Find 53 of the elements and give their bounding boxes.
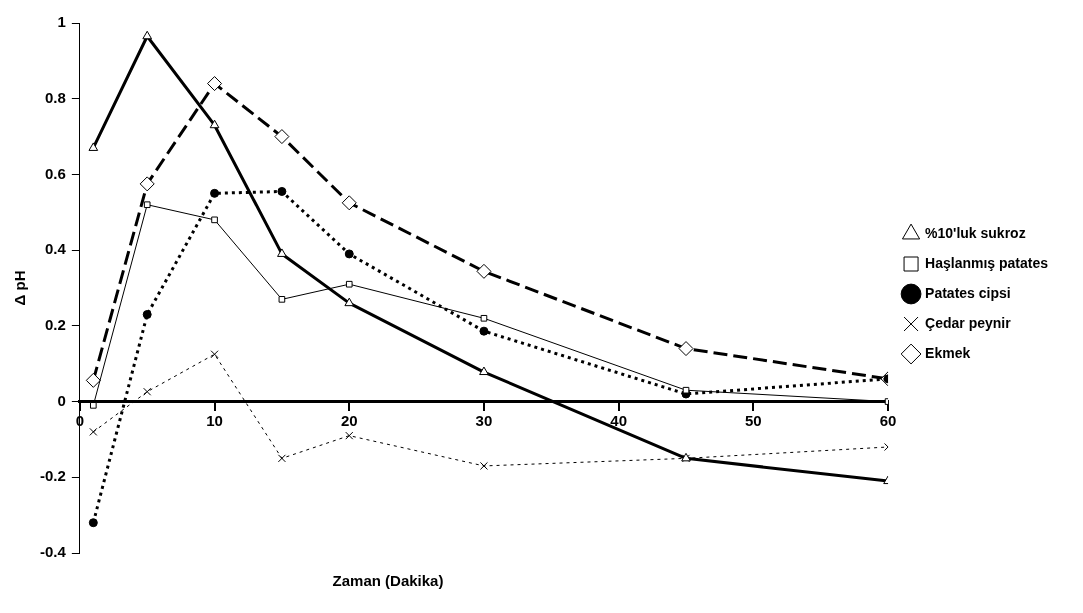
point <box>479 326 489 336</box>
y-tick-label: 0.2 <box>44 316 66 333</box>
point <box>89 402 97 409</box>
y-tick-label: 0.8 <box>44 88 66 106</box>
x-tick-label: 10 <box>206 411 223 429</box>
point <box>207 76 223 92</box>
point <box>142 30 153 40</box>
y-tick-label: 0.6 <box>44 164 66 182</box>
legend-label: %10'luk sukroz <box>925 224 1026 241</box>
point <box>210 350 219 359</box>
x-tick-label: 40 <box>610 411 627 429</box>
point <box>678 341 694 357</box>
x-axis-title: Zaman (Dakika) <box>331 572 445 589</box>
point <box>143 201 151 209</box>
point <box>89 427 98 436</box>
point <box>209 119 220 129</box>
point <box>85 372 101 388</box>
legend-label: Ekmek <box>925 344 971 361</box>
point <box>143 387 152 396</box>
x-tick-label: 20 <box>340 411 358 429</box>
point <box>278 296 286 303</box>
point <box>274 129 290 145</box>
point <box>476 263 492 279</box>
point <box>479 461 488 470</box>
point <box>682 386 690 394</box>
point <box>480 314 488 322</box>
point <box>277 248 287 257</box>
point <box>142 310 152 319</box>
point <box>341 195 357 211</box>
y-tick-label: -0.4 <box>39 543 67 561</box>
point <box>344 297 355 307</box>
x-tick-label: 30 <box>475 411 493 429</box>
y-axis-title: Δ pH <box>11 270 29 306</box>
point <box>479 366 489 376</box>
point <box>277 186 287 196</box>
legend-label: Haşlanmış patates <box>925 254 1049 271</box>
y-tick-label: -0.2 <box>39 467 66 485</box>
point <box>88 142 99 151</box>
x-tick-label: 50 <box>745 411 762 429</box>
point <box>277 454 286 463</box>
x-tick-label: 60 <box>879 411 897 429</box>
legend-label: Çedar peynir <box>925 314 1012 331</box>
y-tick-label: 0 <box>57 391 66 409</box>
point <box>210 188 220 198</box>
y-tick-label: 1 <box>57 13 66 31</box>
point <box>345 431 354 440</box>
point <box>139 176 155 192</box>
point <box>88 518 98 528</box>
point <box>344 249 354 259</box>
y-tick-label: 0.4 <box>44 240 67 258</box>
legend-label: Patates cipsi <box>925 284 1011 301</box>
point <box>345 280 353 288</box>
point <box>211 216 218 224</box>
